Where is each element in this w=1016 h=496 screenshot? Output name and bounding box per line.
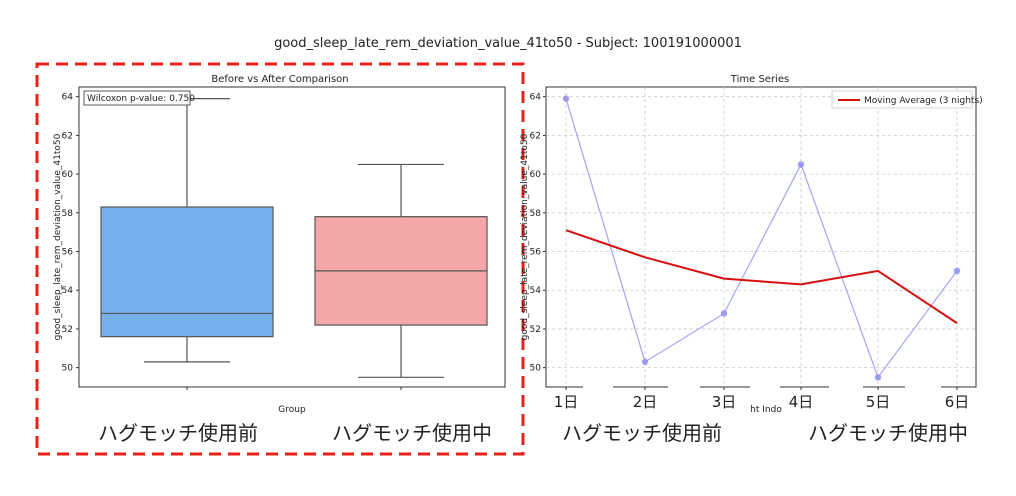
x-tick-mask: [905, 386, 941, 390]
time-series-x-tick-label: 1日: [554, 393, 579, 411]
time-series-x-tick-label: 3日: [712, 393, 737, 411]
time-series-y-tick-label: 64: [530, 93, 542, 103]
time-series-y-label: good_sleep_late_rem_deviation_value_41to…: [520, 133, 530, 340]
time-series-y-tick-label: 58: [530, 209, 542, 219]
time-series-x-tick-label: 5日: [866, 393, 891, 411]
group-label-during-right: ハグモッチ使用中: [808, 421, 968, 445]
time-series-x-label: ht Indo: [750, 405, 782, 415]
time-series-x-tick-label: 2日: [633, 393, 658, 411]
time-series-x-tick-label: 4日: [789, 393, 814, 411]
box-plot-y-tick-label: 58: [62, 209, 74, 219]
time-series-y-ticks: 50 52 54 56 58 60 62 64: [530, 93, 546, 374]
wilcoxon-annotation: Wilcoxon p-value: 0.750: [87, 94, 195, 104]
time-series-panel: Time Series 50 52 54 56 58 60 62 64 good_sleep_…: [520, 74, 983, 445]
raw-value-point: [797, 161, 805, 168]
wilcoxon-annotation-box: [83, 90, 191, 106]
box-plot-title: Before vs After Comparison: [211, 74, 348, 85]
box-iqr: [100, 206, 274, 338]
box-plot-y-tick-label: 56: [62, 248, 74, 258]
box-plot-y-ticks: 50 52 54 56 58 60 62 64: [62, 93, 79, 374]
raw-value-point: [874, 374, 882, 381]
time-series-y-tick-label: 60: [530, 170, 542, 180]
box-plot-x-label: Group: [278, 405, 306, 415]
time-series-x-ticks: 1日 2日 3日 4日 5日 6日: [554, 386, 970, 411]
box-plot-panel: Before vs After Comparison 50 52 54 56 58 60 6…: [35, 62, 525, 456]
time-series-y-tick-label: 52: [530, 325, 541, 335]
time-series-legend: [831, 90, 973, 109]
box-plot-y-tick-label: 60: [62, 170, 74, 180]
group-label-before-right: ハグモッチ使用前: [562, 421, 722, 445]
raw-value-point: [641, 358, 649, 366]
time-series-x-tick-label: 6日: [945, 393, 970, 411]
raw-value-point: [562, 95, 570, 102]
time-series-grid: [546, 87, 976, 387]
box-plot-y-tick-label: 50: [62, 364, 74, 374]
x-tick-mask: [583, 386, 613, 390]
time-series-y-tick-label: 50: [530, 364, 542, 374]
group-label-during: ハグモッチ使用中: [332, 421, 492, 445]
time-series-y-tick-label: 56: [530, 248, 542, 258]
time-series-title: Time Series: [730, 74, 789, 85]
box-plot-boxes: [100, 98, 488, 390]
x-tick-mask: [750, 386, 780, 390]
box-plot-y-tick-label: 62: [62, 131, 73, 141]
raw-value-point: [720, 310, 728, 317]
box-plot-y-tick-label: 54: [62, 286, 74, 296]
box-plot-y-tick-label: 52: [62, 325, 73, 335]
moving-average-line: [565, 229, 958, 324]
time-series-y-tick-label: 54: [530, 286, 542, 296]
time-series-lines: [562, 95, 961, 381]
time-series-axes-frame: [545, 86, 977, 388]
box-plot-y-label: good_sleep_late_rem_deviation_value_41to…: [53, 133, 63, 340]
box-plot-y-tick-label: 64: [62, 93, 74, 103]
x-tick-mask: [829, 386, 863, 390]
group-label-before: ハグモッチ使用前: [98, 421, 258, 445]
x-tick-mask: [668, 386, 700, 390]
raw-values-line: [565, 98, 958, 379]
raw-value-point: [953, 267, 961, 275]
figure-title: good_sleep_late_rem_deviation_value_41to…: [274, 36, 742, 51]
time-series-y-tick-label: 62: [530, 131, 541, 141]
legend-label-moving-average: Moving Average (3 nights): [864, 96, 983, 106]
